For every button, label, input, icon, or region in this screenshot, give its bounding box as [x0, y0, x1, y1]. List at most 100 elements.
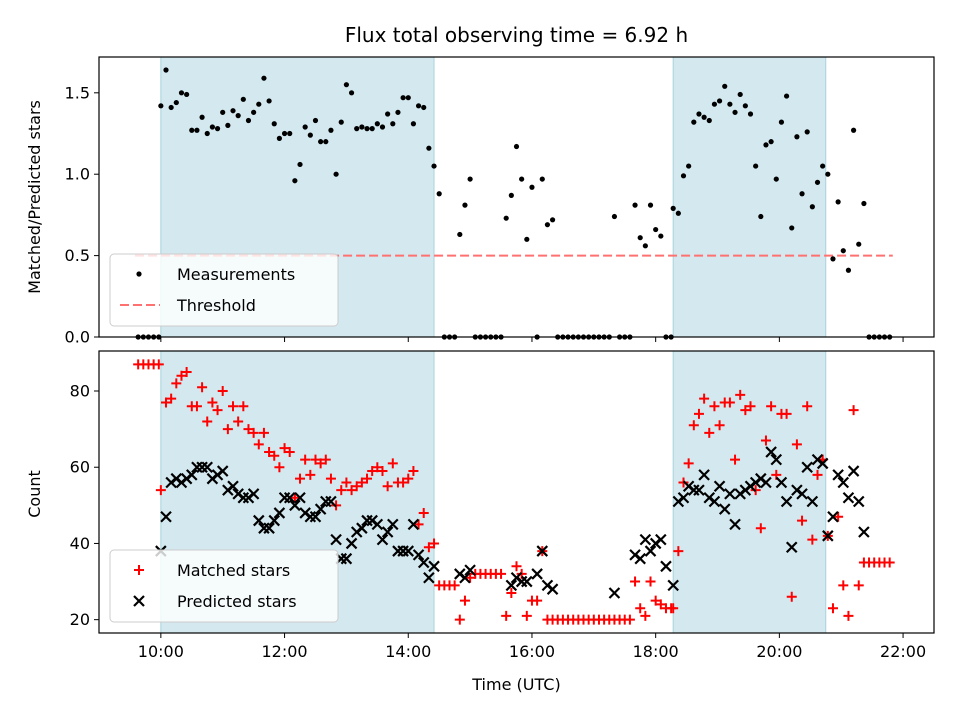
measurement-point — [225, 122, 231, 128]
matched-stars-point — [279, 443, 290, 454]
predicted-stars-point — [718, 503, 731, 515]
measurement-point — [426, 145, 432, 151]
measurement-point — [158, 103, 164, 109]
predicted-stars-point — [837, 476, 850, 489]
matched-stars-point — [289, 492, 300, 503]
matched-stars-point — [202, 416, 213, 427]
measurement-point — [539, 176, 545, 182]
matched-stars-point — [699, 393, 710, 404]
measurement-point — [297, 161, 303, 168]
matched-stars-point — [367, 466, 378, 477]
predicted-stars-point — [677, 491, 690, 504]
predicted-stars-point — [407, 518, 420, 531]
predicted-stars-point — [325, 495, 337, 508]
measurement-point — [338, 119, 344, 125]
measurement-point — [343, 82, 350, 88]
matched-stars-point — [838, 580, 849, 591]
predicted-stars-point — [852, 495, 865, 508]
matched-stars-point — [740, 405, 751, 416]
matched-stars-point — [833, 511, 844, 522]
matched-stars-point — [760, 435, 771, 446]
predicted-stars-point — [713, 480, 726, 493]
predicted-stars-point — [294, 491, 306, 504]
matched-stars-point — [382, 481, 393, 492]
matched-stars-point — [153, 359, 164, 370]
legend: Measurements Threshold — [109, 253, 339, 327]
legend-marker-plus — [134, 565, 144, 575]
matched-stars-point — [315, 458, 326, 469]
predicted-stars-point — [785, 541, 798, 554]
matched-stars-point — [155, 485, 166, 496]
x-tick-label: 10:00 — [138, 642, 184, 661]
predicted-stars-point — [309, 510, 322, 523]
matched-stars-point — [222, 424, 233, 435]
x-tick-label: 22:00 — [880, 642, 926, 661]
predicted-stars-point — [806, 495, 819, 508]
measurement-point — [825, 171, 831, 177]
predicted-stars-point — [227, 480, 239, 493]
measurement-point — [642, 243, 648, 249]
measurement-point — [204, 130, 210, 137]
top-panel-y-label: Matched/Predicted stars — [25, 100, 44, 294]
bottom-panel: 20 40 60 80 10:00 12:00 14:00 16:00 18:00 20:00 22… — [70, 350, 935, 661]
top-panel-title: Flux total observing time = 6.92 h — [345, 23, 688, 47]
matched-stars-point — [786, 591, 797, 602]
predicted-stars-point — [356, 522, 368, 534]
matched-stars-point — [284, 446, 295, 457]
measurement-point — [524, 236, 530, 242]
matched-stars-point — [181, 366, 192, 377]
predicted-stars-point — [459, 571, 471, 584]
matched-stars-point — [429, 538, 440, 549]
matched-stars-point — [521, 610, 532, 621]
measurement-point — [529, 184, 535, 190]
predicted-stars-point — [216, 465, 229, 477]
measurement-point — [544, 222, 551, 228]
matched-stars-point — [745, 401, 756, 412]
measurement-point — [364, 126, 370, 132]
matched-stars-point — [848, 405, 859, 416]
matched-stars-point — [812, 469, 823, 480]
measurement-point — [861, 200, 867, 207]
predicted-stars-point — [796, 488, 808, 500]
matched-stars-point — [264, 446, 275, 457]
predicted-stars-point — [201, 461, 214, 474]
measurement-point — [773, 176, 779, 182]
predicted-stars-point — [729, 518, 741, 531]
predicted-stars-point — [423, 571, 435, 584]
predicted-stars-point — [521, 575, 533, 588]
measurement-point — [287, 130, 293, 137]
y-tick-label: 1.0 — [65, 165, 90, 184]
y-tick-label: 40 — [70, 534, 90, 553]
predicted-stars-point — [273, 507, 286, 519]
y-tick-label: 1.5 — [65, 83, 90, 102]
matched-stars-point — [320, 454, 331, 465]
matched-stars-point — [807, 534, 818, 545]
matched-stars-point — [274, 462, 285, 473]
predicted-stars-point — [289, 499, 301, 512]
matched-stars-point — [668, 603, 679, 614]
matched-stars-point — [166, 393, 177, 404]
measurement-point — [323, 139, 329, 145]
measurement-point — [415, 103, 422, 109]
matched-stars-point — [300, 454, 311, 465]
measurement-point — [716, 98, 723, 104]
measurement-point — [722, 83, 728, 89]
matched-stars-point — [171, 378, 182, 389]
matched-stars-point — [709, 401, 720, 412]
measurement-point — [405, 95, 411, 101]
predicted-stars-point — [698, 469, 710, 481]
matched-stars-point — [454, 614, 465, 625]
measurement-point — [271, 121, 277, 127]
measurement-point — [359, 124, 365, 130]
matched-stars-point — [645, 576, 656, 587]
matched-stars-point — [797, 515, 808, 526]
predicted-stars-point — [314, 503, 327, 515]
measurement-point — [691, 119, 697, 125]
matched-stars-point — [336, 485, 347, 496]
measurement-point — [658, 233, 664, 239]
matched-stars-point — [191, 401, 202, 412]
predicted-stars-point — [816, 457, 829, 470]
measurement-point — [400, 95, 406, 101]
matched-stars-point — [683, 458, 694, 469]
